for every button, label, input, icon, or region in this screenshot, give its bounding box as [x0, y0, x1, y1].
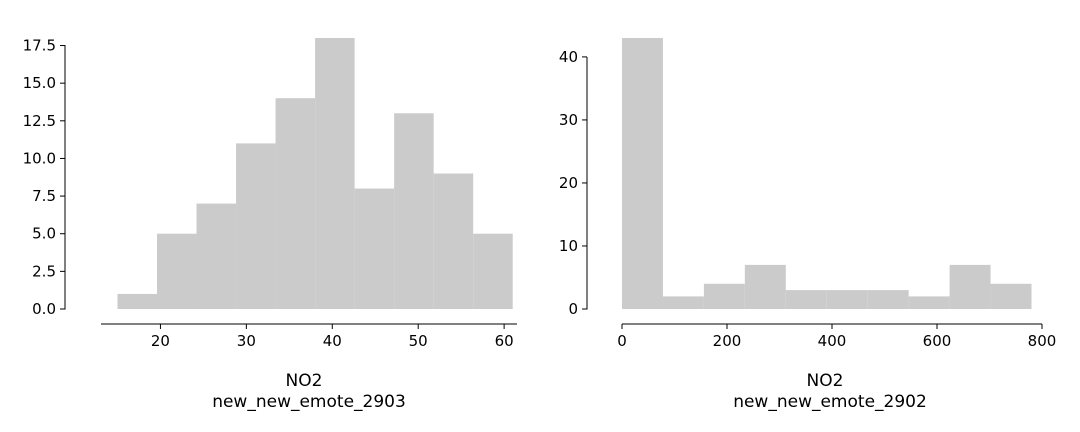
histogram-bar — [744, 264, 786, 309]
y-axis: 0 10 20 30 40 — [559, 48, 588, 318]
histogram-bar — [908, 296, 950, 309]
histogram-bar — [275, 98, 316, 309]
histogram-bar — [117, 293, 157, 309]
x-tick-label: 20 — [151, 332, 170, 350]
x-tick-label: 800 — [1028, 332, 1057, 350]
histogram-bar — [196, 203, 237, 309]
y-tick-label: 2.5 — [32, 262, 56, 280]
y-tick-label: 10.0 — [23, 149, 56, 167]
histogram-left: 0.02.55.07.510.012.515.017.5 20 30 40 50 60 … — [23, 37, 517, 412]
histogram-bar — [622, 38, 663, 309]
x-tick-label: 30 — [237, 332, 256, 350]
histogram-bar — [315, 38, 355, 309]
y-tick-label: 12.5 — [23, 112, 56, 130]
histogram-bar — [394, 113, 434, 309]
y-tick-label: 0.0 — [32, 300, 56, 318]
histogram-bar — [990, 283, 1032, 309]
histogram-bar — [433, 173, 474, 309]
histogram-bar — [703, 283, 745, 309]
x-tick-label: 60 — [495, 332, 514, 350]
y-tick-label: 17.5 — [23, 37, 56, 55]
y-tick-label: 0 — [568, 300, 578, 318]
histogram-bar — [662, 296, 704, 309]
y-tick-label: 5.0 — [32, 225, 56, 243]
x-axis-label: NO2 — [807, 371, 844, 391]
x-tick-label: 40 — [323, 332, 342, 350]
subtitle: new_new_emote_2902 — [733, 392, 927, 412]
x-tick-label: 200 — [713, 332, 742, 350]
histogram-bar — [785, 290, 827, 309]
bars — [622, 38, 1032, 309]
histogram-bar — [867, 290, 909, 309]
y-tick-label: 20 — [559, 174, 578, 192]
x-axis: 0 200 400 600 800 — [617, 323, 1057, 350]
histogram-bar — [354, 188, 395, 309]
x-axis-label: NO2 — [286, 371, 323, 391]
bars — [117, 38, 513, 309]
histogram-bar — [826, 290, 868, 309]
histogram-bar — [949, 264, 991, 309]
y-tick-label: 30 — [559, 111, 578, 129]
y-tick-label: 15.0 — [23, 74, 56, 92]
histogram-right: 0 10 20 30 40 0 200 400 600 800 NO2 new_new_emot… — [559, 38, 1056, 412]
y-axis: 0.0 2.5 5.0 7.5 10.0 12.5 15.0 17.5 — [23, 37, 66, 318]
x-tick-label: 600 — [923, 332, 952, 350]
histogram-bar — [473, 233, 513, 309]
subtitle: new_new_emote_2903 — [212, 392, 406, 412]
y-tick-label: 40 — [559, 48, 578, 66]
x-tick-label: 0 — [617, 332, 627, 350]
y-tick-label: 7.5 — [32, 187, 56, 205]
x-axis: 20 30 40 50 60 — [101, 323, 517, 350]
histogram-bar — [157, 233, 197, 309]
x-tick-label: 50 — [409, 332, 428, 350]
x-tick-label: 400 — [818, 332, 847, 350]
y-tick-label: 10 — [559, 237, 578, 255]
histogram-bar — [236, 143, 276, 309]
